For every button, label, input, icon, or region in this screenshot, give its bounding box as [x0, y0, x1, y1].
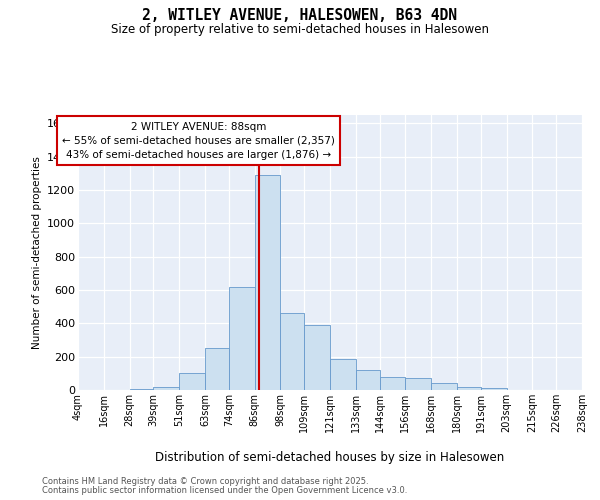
Bar: [406, 378, 431, 390]
Text: Distribution of semi-detached houses by size in Halesowen: Distribution of semi-detached houses by …: [155, 451, 505, 464]
Bar: [179, 374, 205, 390]
Bar: [380, 376, 406, 390]
Bar: [304, 325, 330, 390]
Bar: [130, 389, 154, 390]
Bar: [205, 348, 229, 390]
Bar: [457, 386, 481, 390]
Bar: [254, 175, 280, 390]
Text: 2 WITLEY AVENUE: 88sqm
← 55% of semi-detached houses are smaller (2,357)
43% of : 2 WITLEY AVENUE: 88sqm ← 55% of semi-det…: [62, 122, 335, 160]
Bar: [330, 359, 356, 390]
Bar: [356, 370, 380, 390]
Y-axis label: Number of semi-detached properties: Number of semi-detached properties: [32, 156, 41, 349]
Text: 2, WITLEY AVENUE, HALESOWEN, B63 4DN: 2, WITLEY AVENUE, HALESOWEN, B63 4DN: [143, 8, 458, 22]
Text: Contains public sector information licensed under the Open Government Licence v3: Contains public sector information licen…: [42, 486, 407, 495]
Bar: [229, 286, 254, 390]
Bar: [280, 314, 304, 390]
Bar: [481, 388, 506, 390]
Bar: [154, 386, 179, 390]
Bar: [431, 384, 457, 390]
Text: Size of property relative to semi-detached houses in Halesowen: Size of property relative to semi-detach…: [111, 22, 489, 36]
Text: Contains HM Land Registry data © Crown copyright and database right 2025.: Contains HM Land Registry data © Crown c…: [42, 477, 368, 486]
